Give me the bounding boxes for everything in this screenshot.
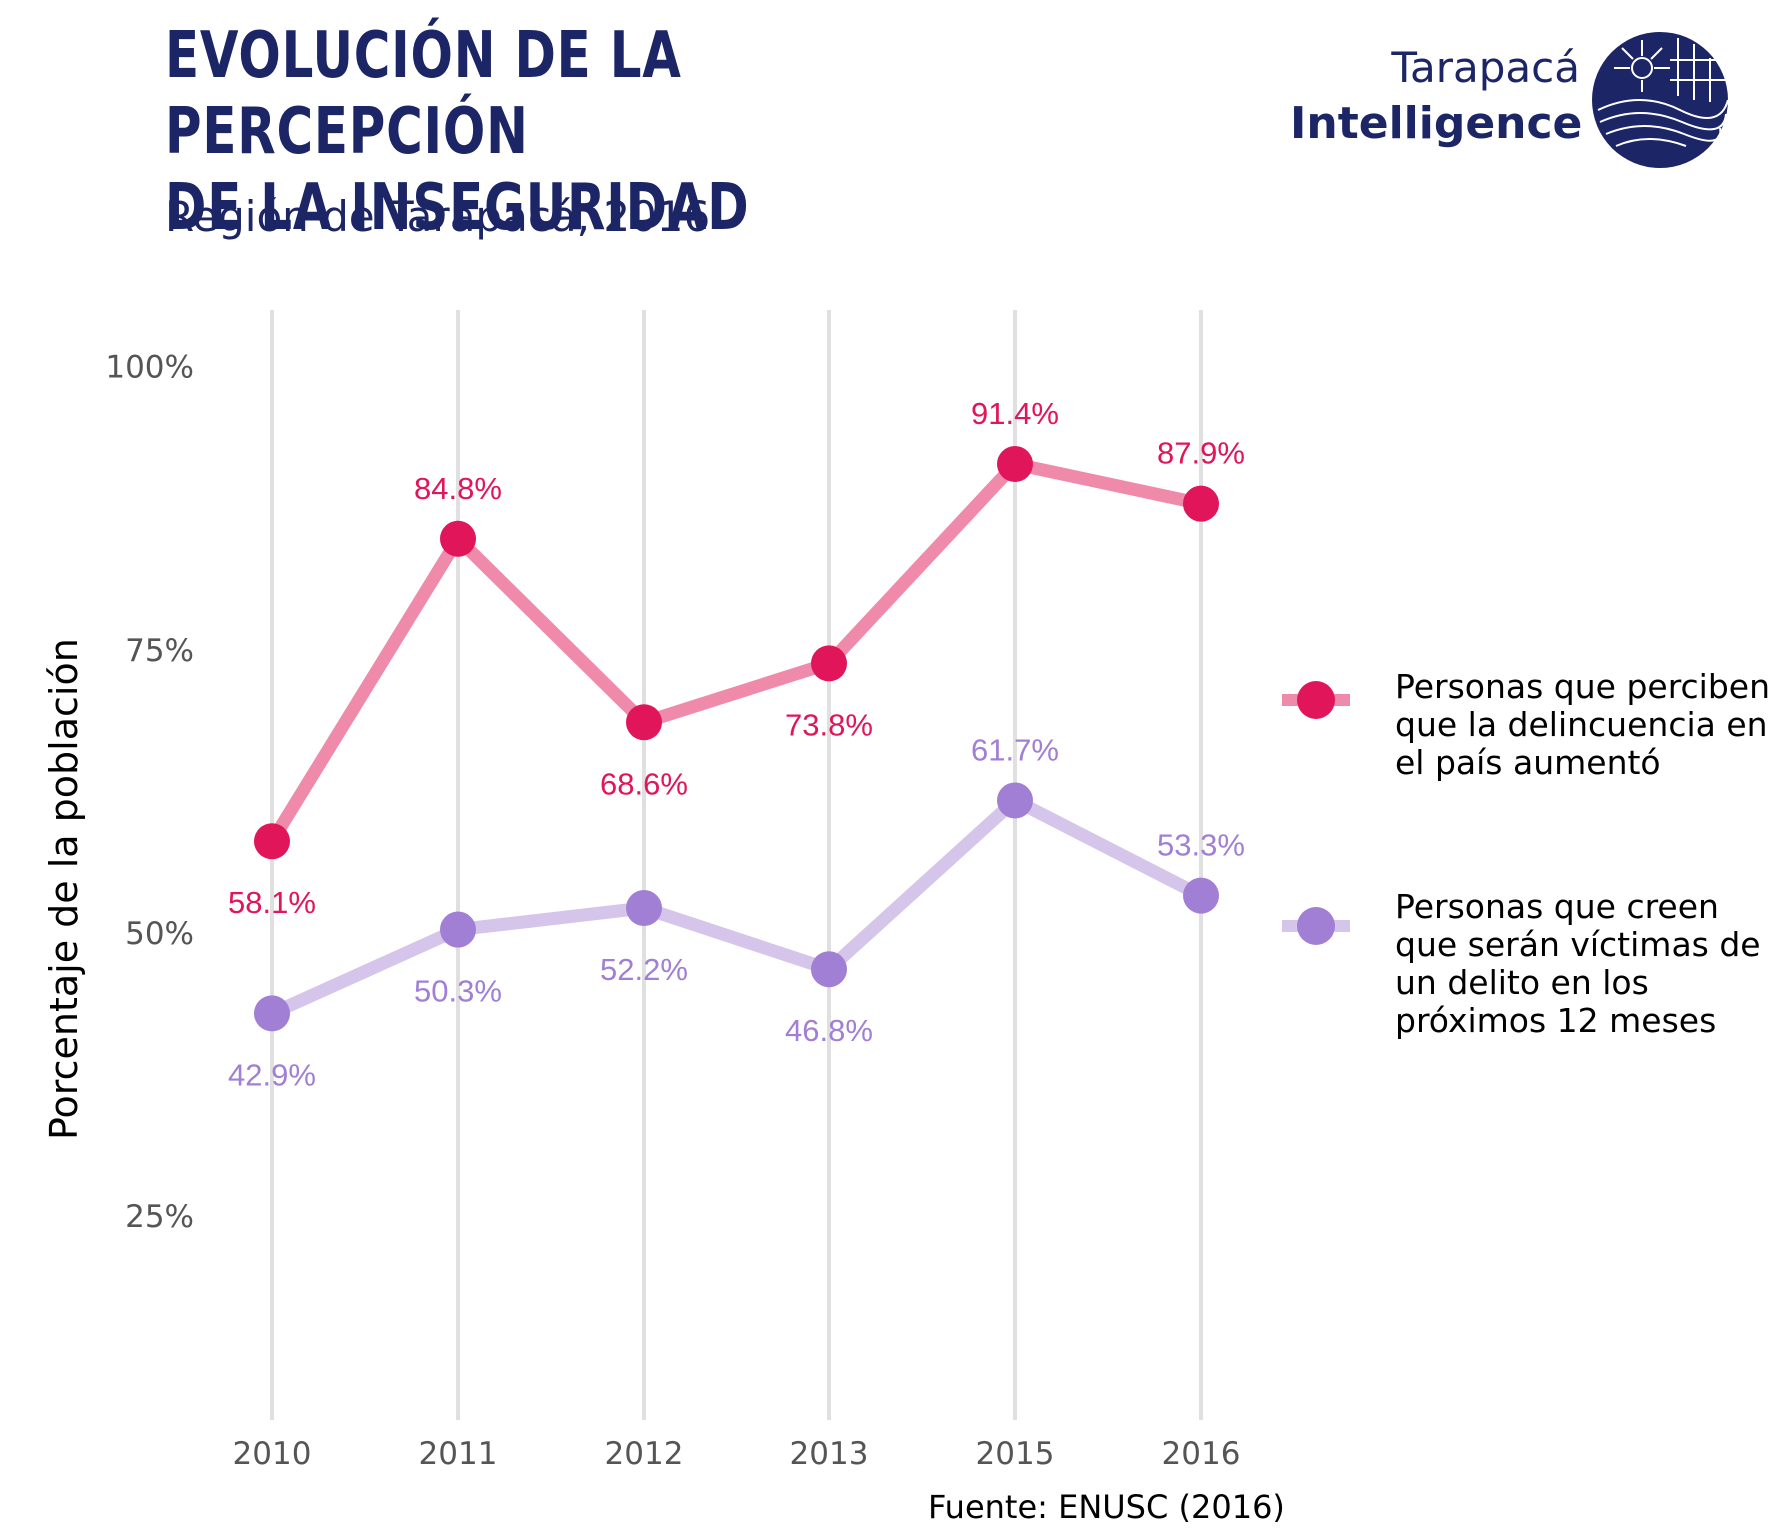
x-tick-label: 2015	[976, 1436, 1055, 1472]
y-axis-ticks: 25% 50% 75% 100%	[105, 350, 194, 1235]
brand-name: Tarapacá Intelligence	[1290, 40, 1583, 152]
series-1-line	[265, 457, 1208, 848]
x-axis-ticks: 2010 2011 2012 2013 2015 2016	[233, 1436, 1241, 1472]
x-tick-label: 2011	[419, 1436, 498, 1472]
series-2-data-label: 52.2%	[600, 952, 688, 987]
x-tick-label: 2013	[790, 1436, 869, 1472]
series-1-point	[626, 704, 662, 741]
series-1-point	[997, 446, 1033, 483]
x-tick-label: 2010	[233, 1436, 312, 1472]
series-2-point	[440, 911, 476, 948]
compass-sun-wave-logo-icon	[1592, 32, 1729, 168]
series-1-data-label: 84.8%	[414, 471, 502, 506]
x-tick-label: 2012	[605, 1436, 684, 1472]
series-2-point	[626, 890, 662, 927]
series-1-data-label: 91.4%	[971, 396, 1059, 431]
title-line-1: EVOLUCIÓN DE LA PERCEPCIÓN	[165, 19, 682, 169]
series-2-point	[254, 995, 290, 1032]
legend-label-series-1: Personas que perciben que la delincuenci…	[1395, 667, 1771, 782]
series-2-data-label: 46.8%	[785, 1013, 873, 1048]
chart-subtitle: Región de Tarapacá, 2016	[165, 192, 711, 241]
y-tick-label: 100%	[105, 350, 194, 386]
title-line-2: DE LA INSEGURIDAD	[165, 171, 750, 245]
legend-label-series-2: Personas que creen que serán víctimas de…	[1395, 887, 1761, 1040]
series-2-data-label: 61.7%	[971, 732, 1059, 767]
series-1-point	[1183, 485, 1219, 522]
legend-key-series-2	[1282, 907, 1350, 945]
y-tick-label: 75%	[125, 633, 194, 669]
series-2-data-label: 53.3%	[1157, 828, 1245, 863]
series-1-data-label: 58.1%	[228, 885, 316, 920]
series-2-point	[1183, 877, 1219, 914]
source-note: Fuente: ENUSC (2016)	[928, 1488, 1285, 1526]
series-1-point	[440, 520, 476, 557]
y-tick-label: 50%	[125, 916, 194, 952]
series-2-line	[265, 793, 1208, 1020]
series-2-point	[811, 951, 847, 988]
legend: Personas que perciben que la delincuenci…	[1270, 668, 1770, 1108]
series-1-point	[811, 645, 847, 682]
series-2-point	[997, 782, 1033, 819]
series-2-data-label: 50.3%	[414, 974, 502, 1009]
y-tick-label: 25%	[125, 1199, 194, 1235]
chart-title: EVOLUCIÓN DE LA PERCEPCIÓN DE LA INSEGUR…	[165, 18, 867, 246]
x-tick-label: 2016	[1162, 1436, 1241, 1472]
brand-line-2: Intelligence	[1290, 98, 1583, 149]
series-1-point	[254, 823, 290, 860]
data-labels: 58.1% 84.8% 68.6% 73.8% 91.4% 87.9% 42.9% 50.3%…	[228, 396, 1245, 1092]
series-1-data-label: 73.8%	[785, 707, 873, 742]
legend-item-series-2: Personas que creen que serán víctimas de…	[1270, 888, 1770, 1108]
series-1-data-label: 68.6%	[600, 766, 688, 801]
legend-item-series-1: Personas que perciben que la delincuenci…	[1270, 668, 1770, 888]
y-axis-label: Porcentaje de la población	[42, 638, 86, 1140]
brand-line-1: Tarapacá	[1391, 43, 1580, 92]
legend-key-series-1	[1282, 681, 1350, 719]
series	[254, 446, 1219, 1032]
series-2-data-label: 42.9%	[228, 1057, 316, 1092]
series-1-data-label: 87.9%	[1157, 436, 1245, 471]
